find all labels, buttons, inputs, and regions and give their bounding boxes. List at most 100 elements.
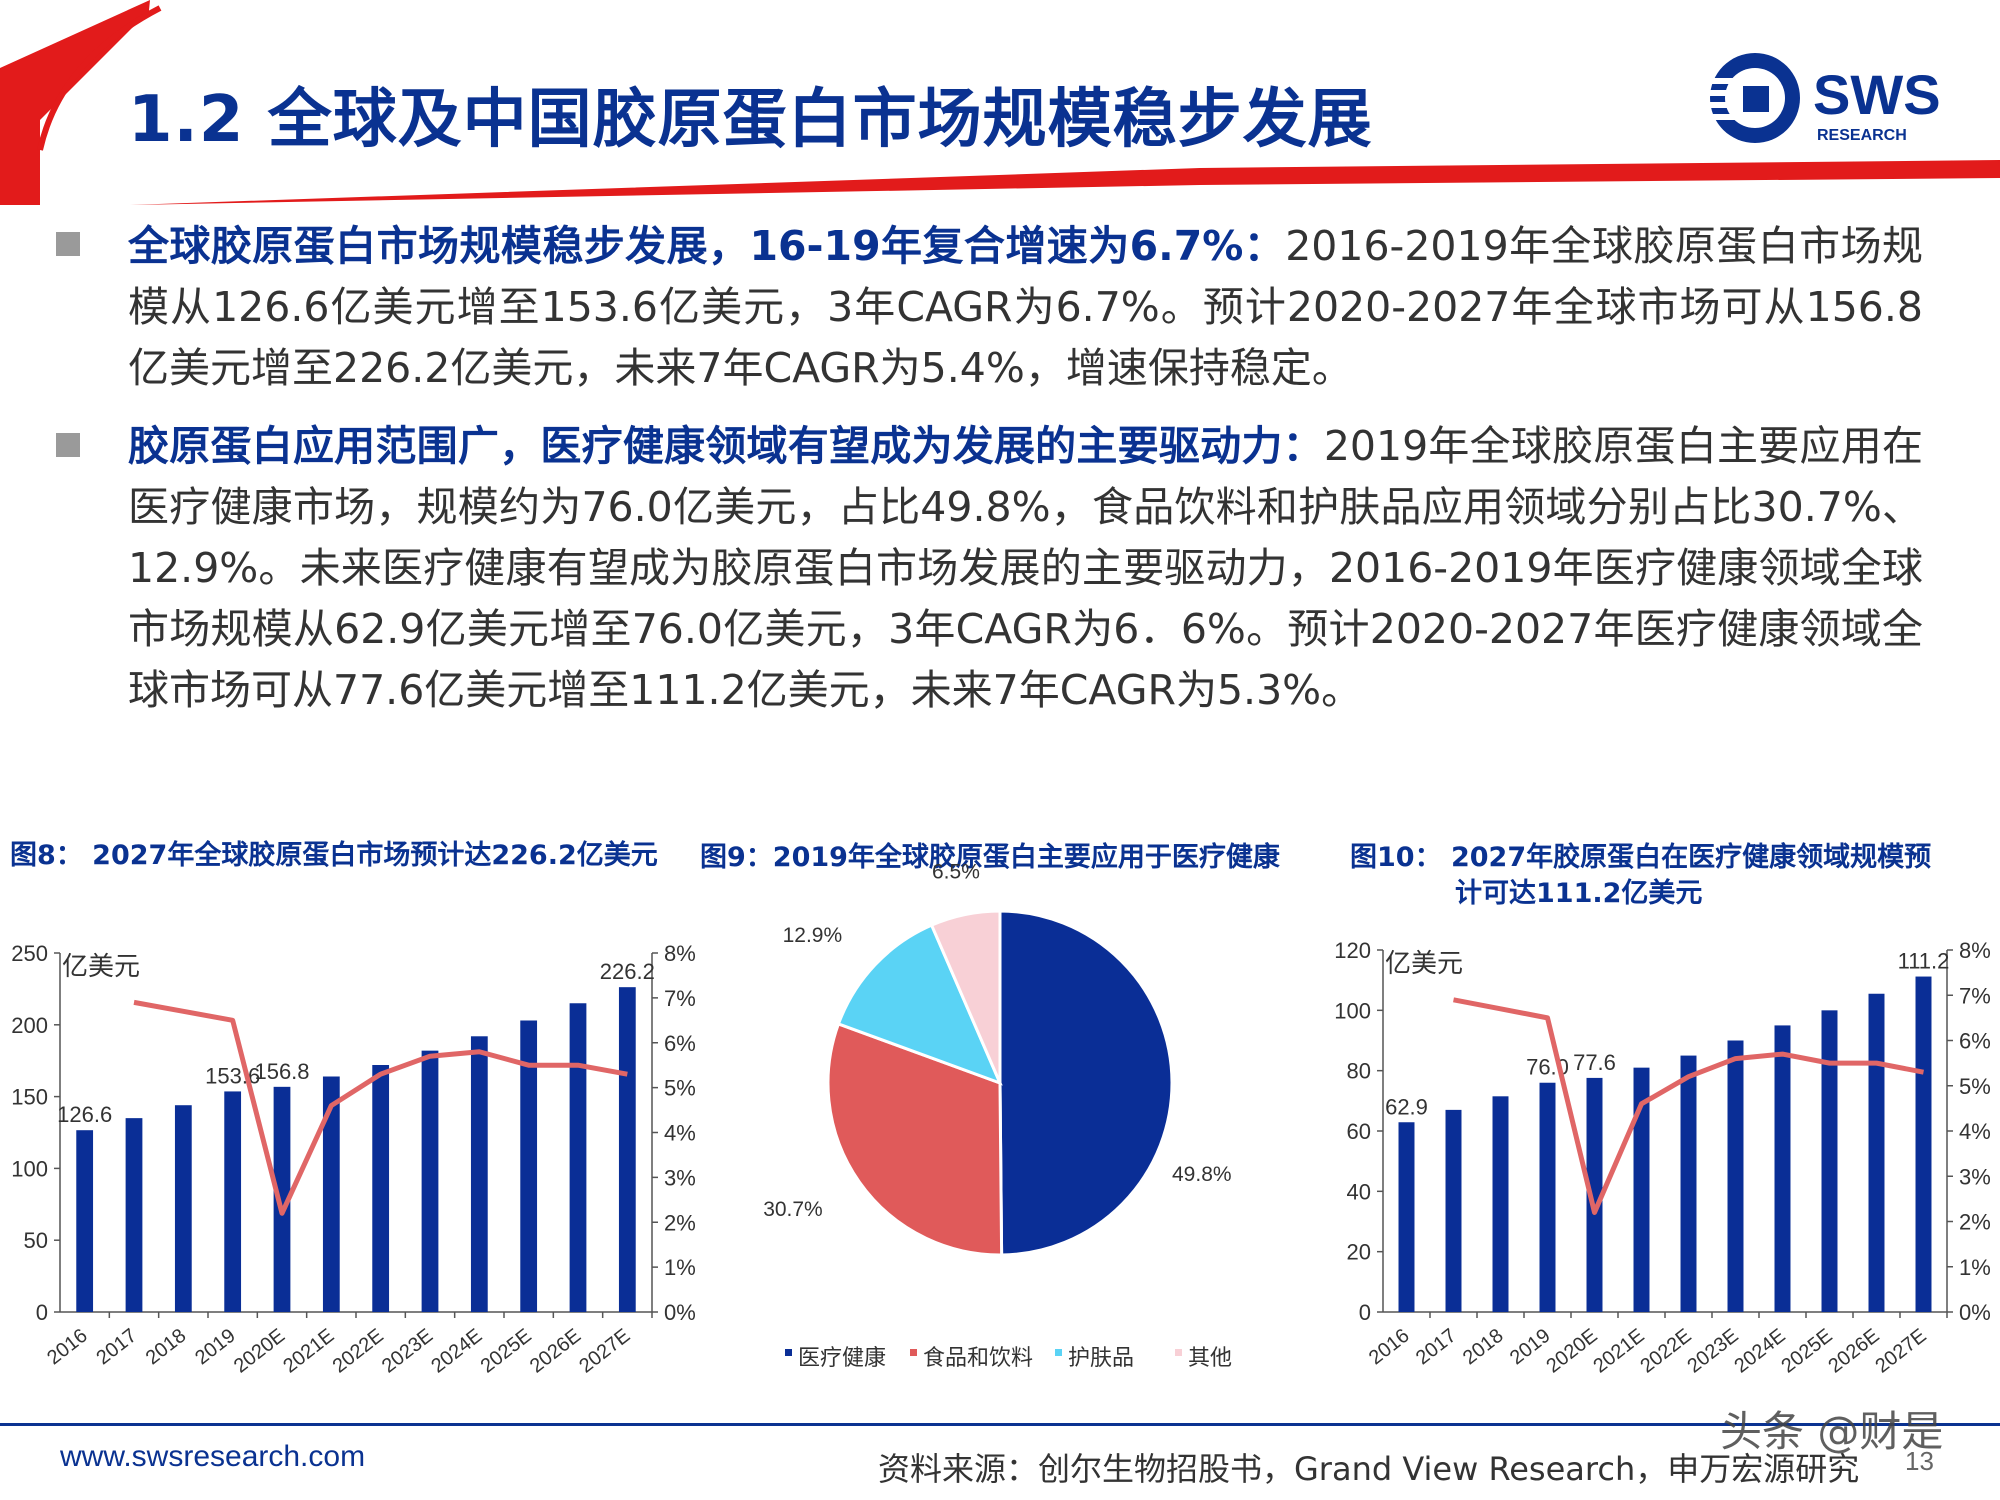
y-tick-label: 120 — [1334, 938, 1371, 963]
x-tick-label: 2024E — [427, 1325, 486, 1378]
y-tick-label: 40 — [1347, 1179, 1371, 1204]
bar — [322, 1076, 340, 1312]
x-tick-label: 2020E — [230, 1325, 289, 1378]
y-tick-label: 250 — [11, 941, 48, 966]
y-tick-label: 200 — [11, 1013, 48, 1038]
bar — [1821, 1010, 1838, 1312]
pie-slice — [929, 909, 1002, 1084]
y2-tick-label: 1% — [1959, 1255, 1991, 1280]
figure-9-title: 图9：2019年全球胶原蛋白主要应用于医疗健康 — [700, 842, 1280, 873]
growth-rate-line — [133, 999, 628, 1216]
y-tick-label: 100 — [1334, 998, 1371, 1023]
bar — [1727, 1040, 1744, 1312]
y-axis-label: 亿美元 — [62, 951, 140, 981]
y2-tick-label: 8% — [1959, 938, 1991, 963]
x-tick-label: 2017 — [92, 1325, 141, 1370]
x-tick-label: 2025E — [1777, 1325, 1836, 1378]
x-tick-label: 2018 — [142, 1325, 191, 1370]
data-label: 77.6 — [1573, 1050, 1616, 1075]
footer-divider — [0, 1423, 2000, 1426]
legend-swatch — [785, 1349, 792, 1356]
y2-tick-label: 0% — [664, 1300, 696, 1325]
pie-slice — [836, 923, 1003, 1086]
header-band — [0, 0, 2000, 205]
bullet-highlight-2: 胶原蛋白应用范围广，医疗健康领域有望成为发展的主要驱动力： — [128, 422, 1324, 470]
legend-swatch — [1055, 1349, 1062, 1356]
figure-10-title-line2: 计可达111.2亿美元 — [1455, 878, 1703, 909]
x-tick-label: 2026E — [526, 1325, 585, 1378]
bar — [76, 1130, 94, 1312]
y2-tick-label: 0% — [1959, 1300, 1991, 1325]
data-label: 153.6 — [205, 1063, 260, 1088]
x-tick-label: 2022E — [329, 1325, 388, 1378]
bar — [421, 1050, 439, 1312]
bullet-marker-1 — [56, 232, 80, 256]
legend-label: 医疗健康 — [798, 1345, 886, 1370]
y2-tick-label: 2% — [664, 1210, 696, 1235]
y2-tick-label: 8% — [664, 941, 696, 966]
pie-slice — [998, 909, 1174, 1257]
x-tick-label: 2023E — [1683, 1325, 1742, 1378]
x-tick-label: 2023E — [378, 1325, 437, 1378]
y-tick-label: 0 — [36, 1300, 48, 1325]
bullet-paragraph-1: 全球胶原蛋白市场规模稳步发展，16-19年复合增速为6.7%：2016-2019… — [128, 216, 1923, 399]
x-tick-label: 2024E — [1730, 1325, 1789, 1378]
y-tick-label: 100 — [11, 1156, 48, 1181]
y-tick-label: 150 — [11, 1085, 48, 1110]
y2-tick-label: 2% — [1959, 1210, 1991, 1235]
bar — [1492, 1096, 1509, 1312]
y2-tick-label: 7% — [664, 986, 696, 1011]
pie-value-label: 12.9% — [783, 924, 843, 947]
legend-label: 其他 — [1188, 1345, 1232, 1370]
x-tick-label: 2017 — [1412, 1325, 1461, 1370]
bar — [273, 1086, 291, 1312]
y-axis-label: 亿美元 — [1385, 948, 1463, 978]
y2-tick-label: 6% — [1959, 1029, 1991, 1054]
y2-tick-label: 5% — [1959, 1074, 1991, 1099]
x-tick-label: 2016 — [43, 1325, 92, 1370]
bar — [174, 1105, 192, 1312]
y2-tick-label: 6% — [664, 1031, 696, 1056]
figure-8-title: 图8： 2027年全球胶原蛋白市场预计达226.2亿美元 — [10, 840, 658, 871]
y-tick-label: 20 — [1347, 1240, 1371, 1265]
pie-value-label: 30.7% — [763, 1198, 823, 1221]
pie-slice — [826, 1021, 1004, 1257]
y-tick-label: 50 — [24, 1228, 48, 1253]
legend-label: 食品和饮料 — [923, 1345, 1033, 1370]
x-tick-label: 2026E — [1824, 1325, 1883, 1378]
bar — [1680, 1055, 1697, 1312]
y2-tick-label: 3% — [1959, 1164, 1991, 1189]
y-tick-label: 60 — [1347, 1119, 1371, 1144]
bar — [1633, 1067, 1650, 1312]
logo-subtext: RESEARCH — [1817, 127, 1907, 144]
bar — [125, 1118, 143, 1312]
page-title: 1.2 全球及中国胶原蛋白市场规模稳步发展 — [128, 83, 1373, 157]
y2-tick-label: 5% — [664, 1076, 696, 1101]
bullet-paragraph-2: 胶原蛋白应用范围广，医疗健康领域有望成为发展的主要驱动力：2019年全球胶原蛋白… — [128, 416, 1923, 721]
data-label: 62.9 — [1385, 1094, 1428, 1119]
bar — [470, 1036, 488, 1312]
footer-source: 资料来源：创尔生物招股书，Grand View Research，申万宏源研究 — [878, 1450, 1860, 1488]
healthcare-collagen-market-chart: 0 20 40 60 80 100 120 0% 1% 2% 3% 4% 5% 6% 7% 8% 亿美元 2016… — [1334, 938, 1991, 1378]
bar — [224, 1091, 242, 1312]
y-tick-label: 80 — [1347, 1059, 1371, 1084]
y2-tick-label: 4% — [664, 1121, 696, 1146]
x-tick-label: 2020E — [1542, 1325, 1601, 1378]
data-label: 126.6 — [57, 1102, 112, 1127]
bar — [1398, 1122, 1415, 1312]
x-tick-label: 2016 — [1365, 1325, 1414, 1370]
growth-rate-line — [1453, 997, 1924, 1215]
y-tick-label: 0 — [1359, 1300, 1371, 1325]
figure-10-title-line1: 图10： 2027年胶原蛋白在医疗健康领域规模预 — [1350, 842, 1932, 873]
logo-text: SWS — [1813, 63, 1941, 126]
x-tick-label: 2025E — [477, 1325, 536, 1378]
y2-tick-label: 4% — [1959, 1119, 1991, 1144]
bar — [1445, 1109, 1462, 1312]
bar — [1774, 1025, 1791, 1312]
bar — [372, 1065, 390, 1312]
global-collagen-market-chart: 0 50 100 150 200 250 0% 1% 2% 3% 4% 5% 6% 7% 8% 亿美元 2016… — [11, 941, 696, 1378]
page-number: 13 — [1905, 1446, 1934, 1476]
y2-tick-label: 3% — [664, 1165, 696, 1190]
bar — [520, 1020, 538, 1312]
footer-url[interactable]: www.swsresearch.com — [60, 1440, 366, 1473]
